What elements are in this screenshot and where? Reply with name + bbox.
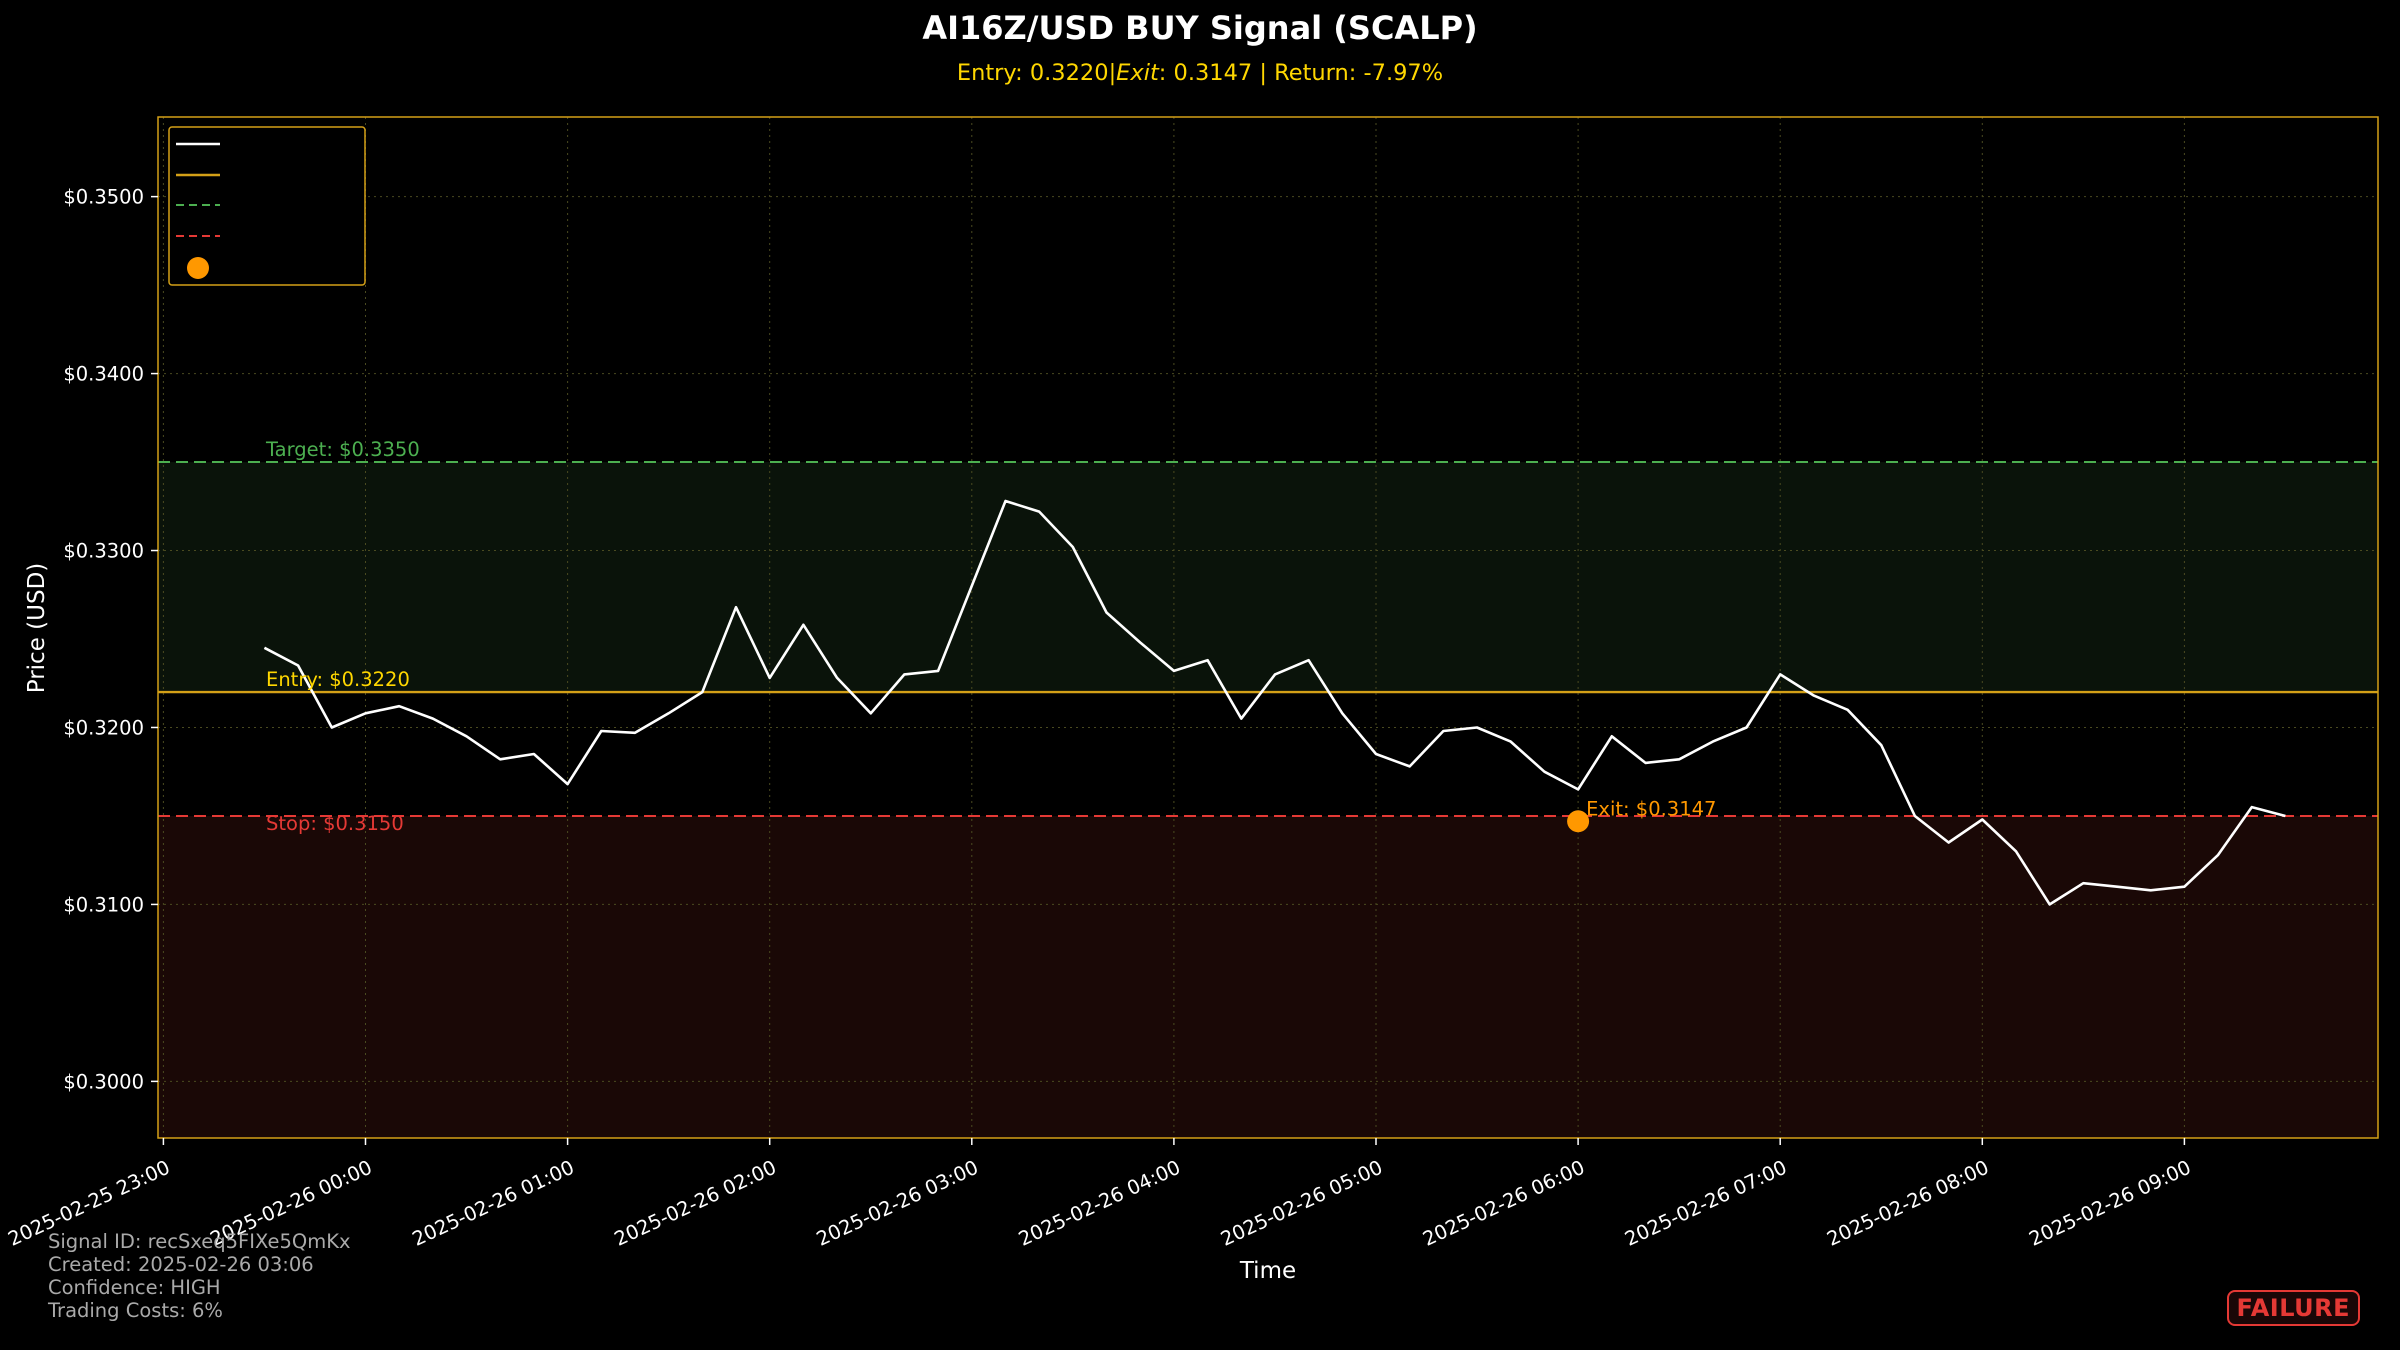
signal-id: Signal ID: recSxeq5FIXe5QmKx [48, 1230, 351, 1253]
y-axis-label: Price (USD) [24, 563, 50, 694]
x-tick-label: 2025-02-26 04:00 [1015, 1156, 1184, 1251]
x-tick-label: 2025-02-26 03:00 [813, 1156, 982, 1251]
exit-marker [1567, 810, 1590, 833]
stop-zone [158, 815, 2378, 1138]
legend-exit-swatch [187, 257, 209, 279]
exit-label: Exit: $0.3147 [1586, 797, 1716, 820]
chart-title: AI16Z/USD BUY Signal (SCALP) [922, 9, 1477, 47]
plot-frame [157, 116, 2379, 1139]
y-tick-label: $0.3000 [63, 1070, 144, 1093]
target-label: Target: $0.3350 [265, 438, 420, 461]
entry-label: Entry: $0.3220 [266, 668, 410, 691]
x-tick-label: 2025-02-26 07:00 [1621, 1156, 1790, 1251]
x-tick-label: 2025-02-26 08:00 [1823, 1156, 1992, 1251]
x-tick-label: 2025-02-26 05:00 [1217, 1156, 1386, 1251]
x-tick-label: 2025-02-26 06:00 [1419, 1156, 1588, 1251]
subtitle-rest: : 0.3147 | Return: -7.97% [1159, 60, 1443, 86]
signal-confidence: Confidence: HIGH [48, 1276, 221, 1299]
x-axis-label: Time [1239, 1258, 1296, 1284]
status-badge: FAILURE [2226, 1290, 2360, 1326]
y-tick-label: $0.3400 [63, 363, 144, 386]
y-tick-label: $0.3500 [63, 186, 144, 209]
y-tick-label: $0.3200 [63, 716, 144, 739]
target-zone [158, 462, 2378, 693]
stop-label: Stop: $0.3150 [266, 812, 404, 835]
signal-info: Signal ID: recSxeq5FIXe5QmKx Created: 20… [48, 1230, 351, 1322]
x-tick-label: 2025-02-26 01:00 [409, 1156, 578, 1251]
x-tick-label: 2025-02-26 02:00 [611, 1156, 780, 1251]
legend [168, 126, 366, 286]
legend-frame [168, 126, 366, 286]
chart-subtitle: Entry: 0.3220|Exit: 0.3147 | Return: -7.… [957, 60, 1443, 86]
y-tick-label: $0.3100 [63, 893, 144, 916]
price-series-line [263, 499, 2286, 906]
signal-created: Created: 2025-02-26 03:06 [48, 1253, 314, 1276]
signal-trading-costs: Trading Costs: 6% [48, 1299, 223, 1322]
subtitle-entry: Entry: 0.3220| [957, 60, 1116, 86]
subtitle-exit-label: Exit [1116, 60, 1160, 86]
x-tick-label: 2025-02-26 09:00 [2026, 1156, 2195, 1251]
y-tick-label: $0.3300 [63, 540, 144, 563]
